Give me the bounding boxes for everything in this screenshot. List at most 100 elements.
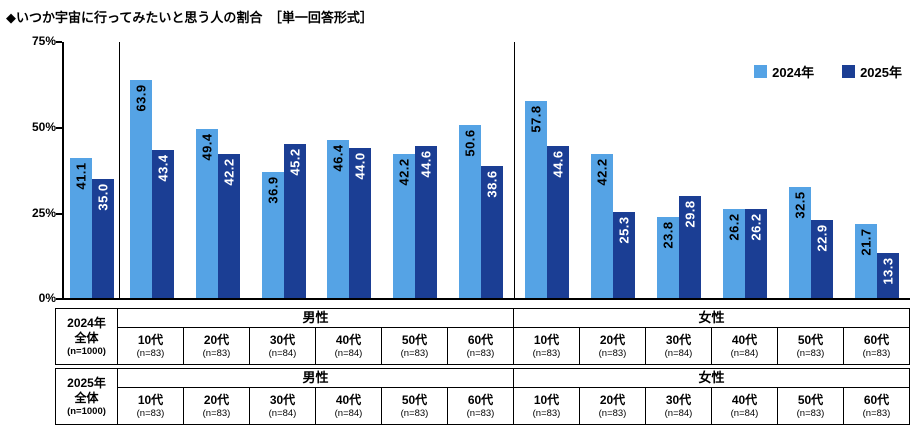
table-age-cell: 50代 (n=83) xyxy=(381,387,448,425)
bar-value-label: 44.0 xyxy=(352,151,368,180)
bar-value-label: 13.3 xyxy=(880,256,896,285)
bar-value-label: 41.1 xyxy=(73,161,88,190)
chart-legend: 2024年 2025年 xyxy=(754,62,902,81)
bar-value-label: 42.2 xyxy=(396,157,412,186)
bar-value-label: 23.8 xyxy=(660,220,676,249)
bar-2024年-男性50代 xyxy=(393,154,416,298)
table-age-cell: 40代 (n=84) xyxy=(315,327,382,365)
table-age-cell: 60代 (n=83) xyxy=(843,327,910,365)
bar-2024年-男性40代 xyxy=(327,140,350,298)
bar-2024年-女性30代 xyxy=(657,217,679,298)
table-age-cell: 60代 (n=83) xyxy=(447,327,514,365)
table-age-cell: 40代 (n=84) xyxy=(711,327,778,365)
bar-value-label: 46.4 xyxy=(330,143,346,172)
plot-area: 2024年 2025年 41.1 35.0 63.9 43.4 49.4 42.2 36.9… xyxy=(56,41,910,300)
axis-tick xyxy=(56,298,62,300)
bar-2024年-女性60代 xyxy=(855,224,877,298)
bar-2024年-男性20代 xyxy=(195,129,218,298)
bar-2025年-女性20代 xyxy=(613,212,635,298)
axis-tick xyxy=(56,213,62,215)
bar-value-label: 63.9 xyxy=(133,83,149,112)
axis-tick xyxy=(56,41,62,43)
bar-2024年-全体 xyxy=(69,158,92,298)
bar-value-label: 26.2 xyxy=(726,212,742,241)
bar-value-label: 26.2 xyxy=(748,212,764,241)
bar-2025年-男性30代 xyxy=(283,144,306,298)
table-age-cell: 30代 (n=84) xyxy=(645,387,712,425)
bar-2024年-男性10代 xyxy=(129,80,152,298)
stats-table-2025年: 2025年 全体 (n=1000) 男性 女性 10代 (n=83) 20代 (n=83) 30代… xyxy=(55,368,910,425)
bar-2024年-女性20代 xyxy=(591,154,613,298)
bar-value-label: 44.6 xyxy=(550,149,566,178)
axis-tick xyxy=(56,127,62,129)
bar-value-label: 29.8 xyxy=(682,199,698,228)
stats-table-2024年: 2024年 全体 (n=1000) 男性 女性 10代 (n=83) 20代 (n=83) 30代… xyxy=(55,308,910,365)
bar-2025年-女性40代 xyxy=(745,209,767,298)
y-tick-label-75: 75% xyxy=(31,34,56,48)
bar-value-label: 36.9 xyxy=(265,175,281,204)
bar-2025年-男性50代 xyxy=(415,146,438,298)
table-age-cell: 20代 (n=83) xyxy=(579,327,646,365)
bar-value-label: 42.2 xyxy=(594,157,610,186)
legend-swatch-2024-icon xyxy=(754,65,768,78)
table-age-cell: 10代 (n=83) xyxy=(513,387,580,425)
table-age-cell: 30代 (n=84) xyxy=(249,327,316,365)
table-gender-header: 男性 xyxy=(117,308,514,328)
bar-2025年-男性60代 xyxy=(481,166,504,298)
bar-2025年-女性50代 xyxy=(811,220,833,298)
bar-2025年-男性10代 xyxy=(151,150,174,298)
bar-2025年-女性10代 xyxy=(547,146,569,298)
table-age-cell: 20代 (n=83) xyxy=(183,327,250,365)
table-age-cell: 20代 (n=83) xyxy=(579,387,646,425)
table-age-cell: 40代 (n=84) xyxy=(315,387,382,425)
bar-value-label: 57.8 xyxy=(528,104,544,133)
bar-2025年-全体 xyxy=(91,179,114,298)
legend-item-2024: 2024年 xyxy=(754,62,814,81)
y-tick-label-0: 0% xyxy=(38,291,56,305)
stats-tables: 2024年 全体 (n=1000) 男性 女性 10代 (n=83) 20代 (n=83) 30代… xyxy=(55,308,910,428)
table-total-cell: 2025年 全体 (n=1000) xyxy=(55,368,118,425)
bar-value-label: 35.0 xyxy=(95,182,110,211)
bar-2024年-女性10代 xyxy=(525,101,547,298)
bar-2024年-男性30代 xyxy=(261,172,284,298)
table-age-cell: 10代 (n=83) xyxy=(513,327,580,365)
table-age-cell: 30代 (n=84) xyxy=(249,387,316,425)
y-tick-label-25: 25% xyxy=(31,206,56,220)
bar-value-label: 38.6 xyxy=(484,169,500,198)
table-age-cell: 20代 (n=83) xyxy=(183,387,250,425)
bar-2024年-女性40代 xyxy=(723,209,745,298)
bar-value-label: 42.2 xyxy=(221,157,237,186)
bar-2025年-男性40代 xyxy=(349,148,372,298)
bar-2024年-女性50代 xyxy=(789,187,811,298)
bar-value-label: 22.9 xyxy=(814,223,830,252)
bar-value-label: 44.6 xyxy=(418,149,434,178)
legend-label-2025: 2025年 xyxy=(860,65,902,80)
table-age-cell: 50代 (n=83) xyxy=(777,387,844,425)
bar-value-label: 32.5 xyxy=(792,190,808,219)
table-age-cell: 60代 (n=83) xyxy=(447,387,514,425)
bar-value-label: 50.6 xyxy=(462,128,478,157)
bar-value-label: 25.3 xyxy=(616,215,632,244)
bar-value-label: 49.4 xyxy=(199,132,215,161)
bar-2025年-男性20代 xyxy=(217,154,240,298)
table-age-cell: 10代 (n=83) xyxy=(117,327,184,365)
table-age-cell: 50代 (n=83) xyxy=(381,327,448,365)
bar-value-label: 21.7 xyxy=(858,227,874,256)
bar-value-label: 43.4 xyxy=(155,153,171,182)
table-gender-header: 女性 xyxy=(513,308,910,328)
bar-2025年-女性30代 xyxy=(679,196,701,298)
y-tick-label-50: 50% xyxy=(31,120,56,134)
table-age-cell: 40代 (n=84) xyxy=(711,387,778,425)
table-age-cell: 10代 (n=83) xyxy=(117,387,184,425)
group-separator xyxy=(119,42,120,298)
table-gender-header: 女性 xyxy=(513,368,910,388)
legend-swatch-2025-icon xyxy=(842,65,856,78)
table-total-cell: 2024年 全体 (n=1000) xyxy=(55,308,118,365)
table-age-cell: 30代 (n=84) xyxy=(645,327,712,365)
bar-value-label: 45.2 xyxy=(287,147,303,176)
legend-label-2024: 2024年 xyxy=(772,65,815,80)
bar-2024年-男性60代 xyxy=(459,125,482,298)
chart-title: ◆いつか宇宙に行ってみたいと思う人の割合 ［単一回答形式］ xyxy=(6,10,373,25)
table-gender-header: 男性 xyxy=(117,368,514,388)
